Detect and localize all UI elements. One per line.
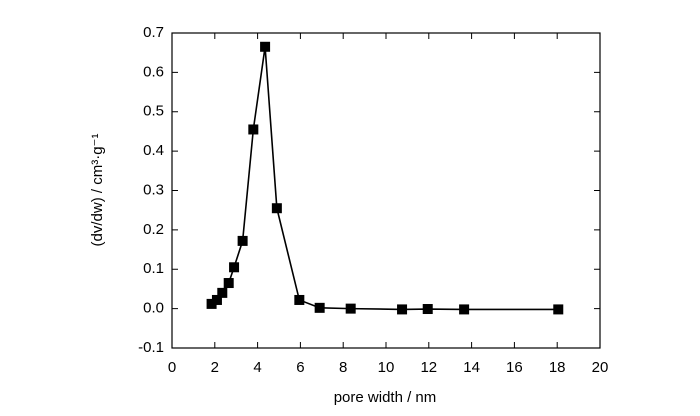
y-tick-label: -0.1 [138,339,164,356]
x-tick-label: 16 [506,359,523,376]
x-tick-label: 6 [296,359,304,376]
y-tick-label: 0.3 [143,181,164,198]
data-point [553,304,564,315]
x-tick-label: 18 [549,359,566,376]
data-point [397,304,408,315]
data-point [248,124,259,135]
data-point [217,287,228,298]
data-point [229,262,240,273]
y-tick-label: 0.0 [143,300,164,317]
data-point [314,302,325,313]
y-tick-label: 0.6 [143,63,164,80]
data-line [211,46,559,311]
x-tick-label: 2 [211,359,219,376]
x-tick-label: 0 [168,359,176,376]
x-tick-label: 12 [420,359,437,376]
y-tick-label: 0.4 [143,142,164,159]
x-tick-label: 10 [378,359,395,376]
data-point [206,298,217,309]
x-axis-label: pore width / nm [334,389,437,406]
y-tick-label: 0.5 [143,103,164,120]
data-point [211,294,222,305]
data-point [271,203,282,214]
y-tick-label: 0.1 [143,260,164,277]
x-tick-label: 4 [253,359,261,376]
y-tick-label: 0.7 [143,24,164,41]
plot-frame [171,32,601,349]
y-axis-label: (dv/dw) / cm³·g⁻¹ [89,134,106,247]
x-tick-label: 14 [463,359,480,376]
data-point [294,294,305,305]
y-tick-label: 0.2 [143,221,164,238]
data-point [459,304,470,315]
data-point [223,278,234,289]
x-tick-label: 20 [592,359,609,376]
data-point [345,303,356,314]
data-point [260,41,271,52]
data-point [422,304,433,315]
x-tick-label: 8 [339,359,347,376]
data-point [237,235,248,246]
